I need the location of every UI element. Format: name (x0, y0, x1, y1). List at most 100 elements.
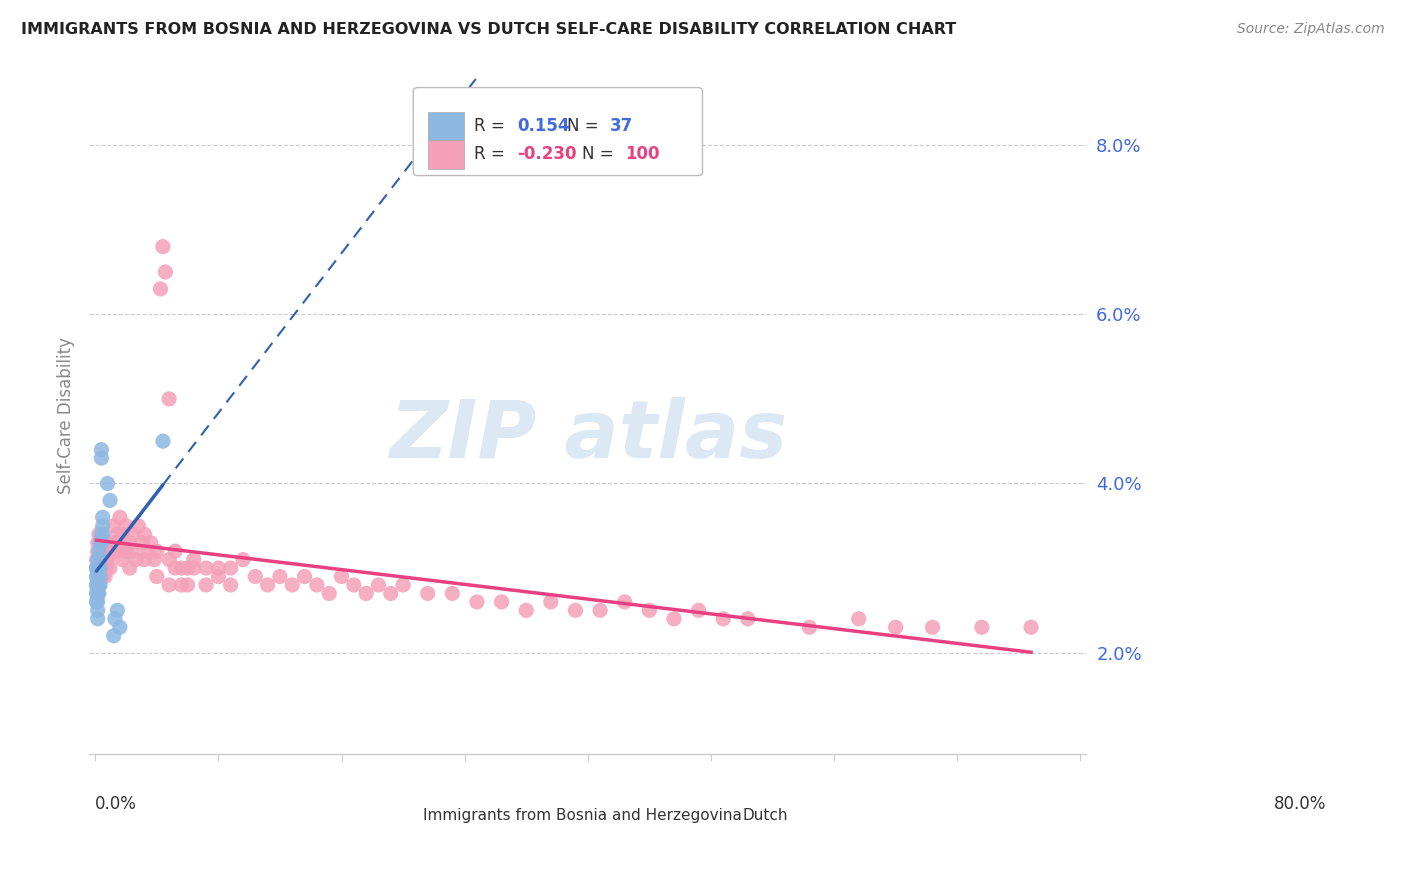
Point (86, 561, 108, 575)
Point (89, 578, 111, 592)
Point (115, 544, 138, 558)
Point (96, 476, 118, 491)
Point (91, 561, 114, 575)
Point (87, 552, 110, 566)
Point (91, 569, 114, 583)
Text: Source: ZipAtlas.com: Source: ZipAtlas.com (1237, 22, 1385, 37)
Point (245, 569, 267, 583)
Point (143, 552, 166, 566)
Point (380, 586, 402, 600)
Y-axis label: Self-Care Disability: Self-Care Disability (58, 337, 75, 494)
Point (98, 544, 121, 558)
Point (86, 578, 108, 592)
Point (90, 552, 112, 566)
Point (195, 578, 218, 592)
Point (121, 544, 143, 558)
Point (87, 578, 110, 592)
Point (90, 442, 112, 457)
Point (146, 569, 169, 583)
Point (136, 544, 159, 558)
Point (589, 603, 612, 617)
Point (515, 603, 537, 617)
Point (86, 569, 108, 583)
Point (176, 578, 198, 592)
Point (157, 392, 180, 406)
Point (86, 586, 108, 600)
Point (96, 561, 118, 575)
Point (91, 510, 114, 524)
Point (149, 282, 172, 296)
Point (711, 612, 734, 626)
Point (103, 535, 125, 549)
Point (183, 561, 205, 575)
Point (86, 603, 108, 617)
Point (170, 561, 193, 575)
Point (157, 552, 180, 566)
Point (103, 629, 125, 643)
Point (86, 586, 108, 600)
Point (269, 569, 291, 583)
Text: Immigrants from Bosnia and Herzegovina: Immigrants from Bosnia and Herzegovina (423, 807, 742, 822)
Point (89, 535, 111, 549)
Point (207, 561, 229, 575)
Point (118, 535, 141, 549)
Text: 0.0%: 0.0% (96, 795, 138, 813)
Point (134, 552, 156, 566)
Point (354, 586, 377, 600)
Point (89, 552, 111, 566)
Point (86, 569, 108, 583)
Point (884, 620, 907, 634)
Point (232, 552, 254, 566)
Point (219, 561, 242, 575)
Point (86, 612, 108, 626)
Point (540, 595, 562, 609)
Point (87, 552, 110, 566)
Point (970, 620, 993, 634)
Point (256, 578, 278, 592)
Point (134, 527, 156, 541)
Point (139, 535, 162, 549)
Point (441, 586, 464, 600)
Point (111, 527, 134, 541)
Text: 0.154: 0.154 (517, 117, 569, 135)
FancyBboxPatch shape (706, 805, 737, 829)
Point (195, 561, 218, 575)
Point (94, 561, 117, 575)
Point (86, 535, 108, 549)
Point (392, 578, 415, 592)
Point (96, 552, 118, 566)
Point (465, 595, 488, 609)
Point (91, 527, 114, 541)
Point (343, 578, 366, 592)
Point (921, 620, 943, 634)
Point (86, 595, 108, 609)
Text: N =: N = (567, 117, 599, 135)
Point (87, 527, 110, 541)
Point (157, 578, 180, 592)
Point (104, 612, 127, 626)
Point (152, 434, 174, 449)
Point (86, 544, 108, 558)
Point (737, 612, 759, 626)
Text: IMMIGRANTS FROM BOSNIA AND HERZEGOVINA VS DUTCH SELF-CARE DISABILITY CORRELATION: IMMIGRANTS FROM BOSNIA AND HERZEGOVINA V… (21, 22, 956, 37)
Point (94, 569, 117, 583)
Point (638, 603, 661, 617)
Point (294, 569, 316, 583)
Point (98, 493, 121, 508)
Point (90, 527, 112, 541)
Point (86, 561, 108, 575)
Point (90, 544, 112, 558)
Text: ZIP atlas: ZIP atlas (388, 397, 787, 475)
Point (688, 603, 710, 617)
Point (91, 518, 114, 533)
Point (108, 620, 131, 634)
Point (662, 612, 685, 626)
Point (564, 603, 586, 617)
Point (87, 561, 110, 575)
Point (155, 265, 177, 279)
Point (89, 561, 111, 575)
Text: 37: 37 (610, 117, 633, 135)
Point (98, 561, 121, 575)
Point (103, 518, 125, 533)
FancyBboxPatch shape (413, 87, 703, 176)
